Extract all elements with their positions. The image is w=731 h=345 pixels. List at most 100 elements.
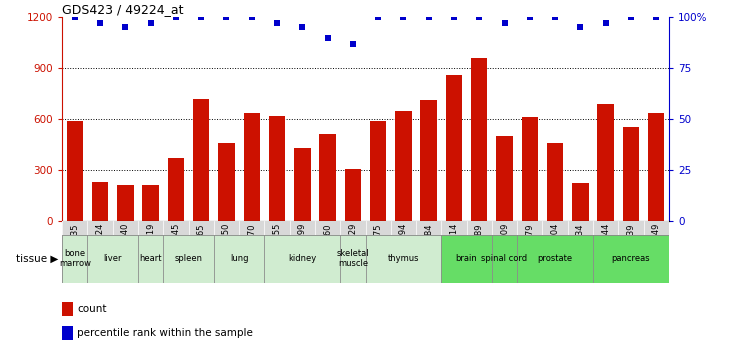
Point [145,21,156,26]
Text: GSM12739: GSM12739 [626,223,635,268]
Point [271,21,283,26]
Point [94,21,106,26]
Text: GSM12660: GSM12660 [323,223,332,268]
Text: lung: lung [230,254,249,263]
Text: pancreas: pancreas [612,254,651,263]
Text: GSM12684: GSM12684 [424,223,433,268]
Text: thymus: thymus [387,254,419,263]
Text: GDS423 / 49224_at: GDS423 / 49224_at [62,3,183,16]
Text: GSM12650: GSM12650 [222,223,231,268]
FancyBboxPatch shape [163,235,213,283]
FancyBboxPatch shape [213,235,265,283]
Point [575,25,586,30]
FancyBboxPatch shape [518,235,593,283]
Text: GSM12640: GSM12640 [121,223,130,268]
Point [448,14,460,20]
FancyBboxPatch shape [593,235,669,283]
Bar [572,184,588,221]
Text: count: count [77,304,107,314]
Point [398,14,409,20]
FancyBboxPatch shape [442,235,492,283]
Point [600,21,612,26]
Point [322,35,333,40]
Text: GSM12749: GSM12749 [652,223,661,268]
Bar [446,75,462,221]
Text: GSM12719: GSM12719 [146,223,155,268]
Bar [344,169,361,221]
Bar [395,110,412,221]
Text: GSM12734: GSM12734 [576,223,585,268]
FancyBboxPatch shape [265,235,340,283]
Text: GSM12675: GSM12675 [374,223,382,268]
Point [170,14,182,20]
Bar [243,113,260,221]
Text: GSM12635: GSM12635 [70,223,79,268]
Text: GSM12704: GSM12704 [550,223,560,268]
Point [524,14,536,20]
FancyBboxPatch shape [62,235,88,283]
Point [372,14,384,20]
Point [297,25,308,30]
Point [221,14,232,20]
Text: GSM12714: GSM12714 [450,223,458,268]
Text: tissue ▶: tissue ▶ [16,254,58,264]
Text: brain: brain [455,254,477,263]
Bar [62,326,73,340]
Bar [62,302,73,316]
Point [69,14,80,20]
FancyBboxPatch shape [366,235,442,283]
FancyBboxPatch shape [88,235,138,283]
Bar [167,158,184,221]
Bar [471,58,488,221]
Point [119,25,131,30]
Text: GSM12670: GSM12670 [247,223,257,268]
Bar [547,143,564,221]
Bar [67,121,83,221]
Point [423,14,434,20]
Text: GSM12655: GSM12655 [273,223,281,268]
Text: percentile rank within the sample: percentile rank within the sample [77,328,253,338]
Text: GSM12709: GSM12709 [500,223,509,268]
Text: spleen: spleen [175,254,202,263]
FancyBboxPatch shape [340,235,366,283]
Text: GSM12665: GSM12665 [197,223,205,268]
Bar [294,148,311,221]
Point [499,21,510,26]
Text: GSM12724: GSM12724 [96,223,105,268]
Point [474,14,485,20]
Point [195,14,207,20]
FancyBboxPatch shape [138,235,163,283]
Bar [370,121,387,221]
Text: GSM12689: GSM12689 [474,223,484,268]
Text: GSM12645: GSM12645 [171,223,181,268]
Text: GSM12744: GSM12744 [601,223,610,268]
Text: GSM12679: GSM12679 [526,223,534,268]
Text: heart: heart [140,254,162,263]
Text: spinal cord: spinal cord [482,254,528,263]
Point [549,14,561,20]
Text: liver: liver [104,254,122,263]
Text: bone
marrow: bone marrow [58,249,91,268]
Bar [269,117,285,221]
Text: kidney: kidney [288,254,317,263]
Point [347,41,359,47]
Bar [319,134,336,221]
Bar [623,127,639,221]
Bar [420,100,437,221]
Bar [117,185,134,221]
Point [246,14,257,20]
Text: GSM12729: GSM12729 [349,223,357,268]
Bar [143,185,159,221]
Bar [597,104,614,221]
Bar [92,182,108,221]
Text: skeletal
muscle: skeletal muscle [336,249,369,268]
Text: prostate: prostate [537,254,572,263]
FancyBboxPatch shape [492,235,518,283]
Bar [193,99,209,221]
Text: GSM12694: GSM12694 [399,223,408,268]
Point [625,14,637,20]
Bar [522,117,538,221]
Text: GSM12699: GSM12699 [298,223,307,268]
Point [651,14,662,20]
Bar [648,113,664,221]
